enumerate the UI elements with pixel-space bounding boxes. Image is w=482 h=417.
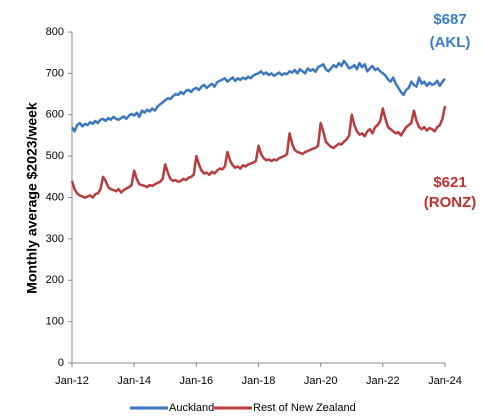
annotation: (AKL) <box>430 34 471 51</box>
x-tick-label: Jan-12 <box>55 375 89 387</box>
y-tick-label: 500 <box>46 150 64 162</box>
legend-label: Auckland <box>169 402 214 414</box>
x-tick-label: Jan-24 <box>428 375 462 387</box>
y-tick-label: 300 <box>46 233 64 245</box>
x-tick-label: Jan-18 <box>242 375 276 387</box>
annotation: (RONZ) <box>424 194 477 211</box>
x-tick-label: Jan-22 <box>366 375 400 387</box>
series-line <box>70 59 446 133</box>
annotation: $621 <box>433 174 466 191</box>
annotation: $687 <box>433 11 466 28</box>
y-axis-label: Monthly average $2023/week <box>24 102 40 294</box>
y-tick-label: 600 <box>46 109 64 121</box>
y-tick-label: 200 <box>46 274 64 286</box>
x-tick-label: Jan-20 <box>304 375 338 387</box>
legend-label: Rest of New Zealand <box>253 402 356 414</box>
y-tick-label: 700 <box>46 67 64 79</box>
y-tick-label: 400 <box>46 191 64 203</box>
y-tick-label: 0 <box>58 357 64 369</box>
y-tick-label: 100 <box>46 316 64 328</box>
series-line <box>70 105 447 199</box>
y-tick-label: 800 <box>46 26 64 38</box>
x-tick-label: Jan-16 <box>180 375 214 387</box>
x-tick-label: Jan-14 <box>117 375 151 387</box>
